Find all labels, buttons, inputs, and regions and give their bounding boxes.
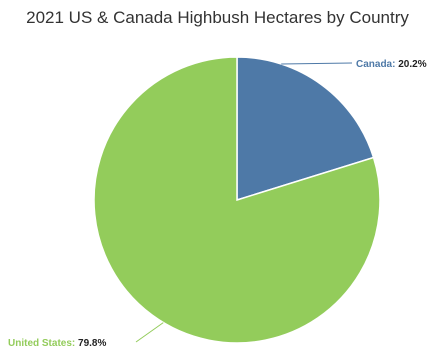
callout-line-canada xyxy=(281,62,353,65)
pie-slice-canada xyxy=(236,56,375,202)
data-label-united-states: United States: 79.8% xyxy=(8,338,106,349)
pie-slice-united-states xyxy=(93,56,381,344)
pie-callouts: Canada: 20.2% United States: 79.8% xyxy=(8,59,427,349)
callout-line-united-states xyxy=(135,322,164,343)
data-label-canada: Canada: 20.2% xyxy=(356,59,427,70)
chart-title: 2021 US & Canada Highbush Hectares by Co… xyxy=(26,8,409,27)
pie-slices xyxy=(93,56,381,344)
